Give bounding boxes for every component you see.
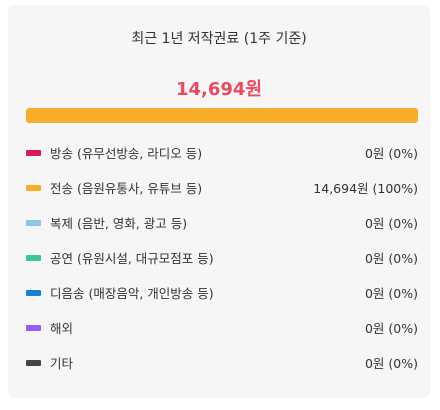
- category-color-swatch: [26, 149, 41, 156]
- total-amount: 14,694원: [175, 79, 263, 100]
- category-label: 해외: [50, 321, 74, 336]
- category-label: 복제 (음반, 영화, 광고 등): [50, 216, 188, 231]
- category-color-swatch: [26, 219, 41, 226]
- category-color-swatch: [26, 184, 41, 191]
- category-row: 방송 (유무선방송, 라디오 등) 0원 (0%): [26, 135, 418, 170]
- category-row: 해외 0원 (0%): [26, 310, 418, 345]
- category-value: 0원 (0%): [364, 251, 418, 266]
- category-list: 방송 (유무선방송, 라디오 등) 0원 (0%) 전송 (음원유통사, 유튜브 등…: [26, 135, 418, 380]
- category-label: 방송 (유무선방송, 라디오 등): [50, 146, 203, 161]
- category-row: 기타 0원 (0%): [26, 345, 418, 380]
- category-label: 전송 (음원유통사, 유튜브 등): [50, 181, 203, 196]
- category-value: 0원 (0%): [364, 146, 418, 161]
- category-value: 0원 (0%): [364, 321, 418, 336]
- category-row: 복제 (음반, 영화, 광고 등) 0원 (0%): [26, 205, 418, 240]
- category-value: 0원 (0%): [364, 216, 418, 231]
- royalty-card: 최근 1년 저작권료 (1주 기준) 14,694원 방송 (유무선방송, 라디…: [8, 5, 430, 398]
- category-color-swatch: [26, 359, 41, 366]
- category-value: 0원 (0%): [364, 356, 418, 371]
- category-row: 공연 (유원시설, 대규모점포 등) 0원 (0%): [26, 240, 418, 275]
- share-bar: [26, 108, 418, 123]
- category-label: 디음송 (매장음악, 개인방송 등): [50, 286, 214, 301]
- category-color-swatch: [26, 254, 41, 261]
- category-label: 공연 (유원시설, 대규모점포 등): [50, 251, 214, 266]
- category-color-swatch: [26, 324, 41, 331]
- category-label: 기타: [50, 356, 74, 371]
- share-bar-fill: [26, 108, 418, 123]
- category-row: 전송 (음원유통사, 유튜브 등) 14,694원 (100%): [26, 170, 418, 205]
- category-value: 0원 (0%): [364, 286, 418, 301]
- category-row: 디음송 (매장음악, 개인방송 등) 0원 (0%): [26, 275, 418, 310]
- category-value: 14,694원 (100%): [313, 181, 418, 196]
- card-title: 최근 1년 저작권료 (1주 기준): [131, 31, 307, 47]
- category-color-swatch: [26, 289, 41, 296]
